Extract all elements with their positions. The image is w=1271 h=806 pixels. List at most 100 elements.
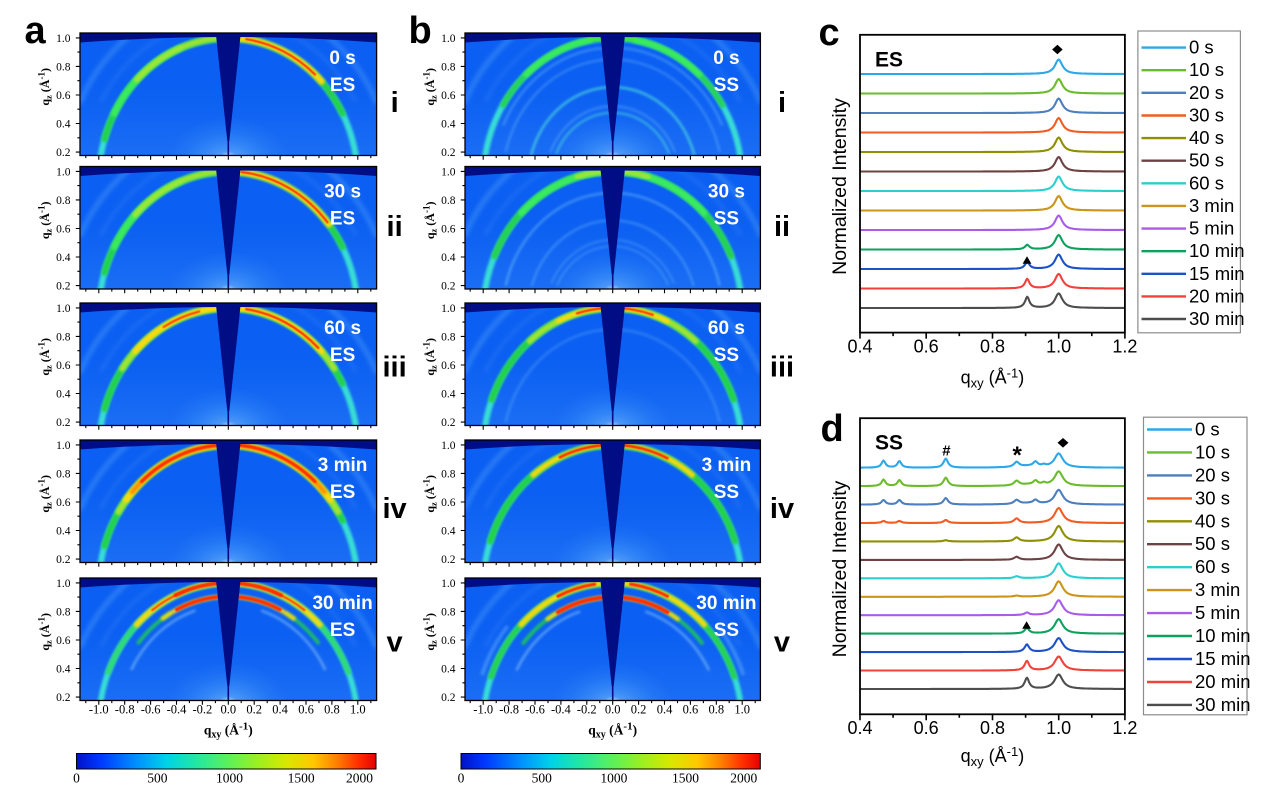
svg-text:0.4: 0.4 xyxy=(441,389,456,401)
svg-text:1.0: 1.0 xyxy=(56,166,71,178)
svg-text:SS: SS xyxy=(714,75,739,96)
svg-text:0.2: 0.2 xyxy=(441,281,456,293)
svg-text:iv: iv xyxy=(770,493,794,525)
svg-text:c: c xyxy=(819,12,840,54)
svg-text:0.0: 0.0 xyxy=(220,703,236,717)
svg-text:5 min: 5 min xyxy=(1189,218,1234,239)
svg-text:#: # xyxy=(942,443,951,460)
svg-text:ii: ii xyxy=(774,211,790,243)
svg-text:0.2: 0.2 xyxy=(246,703,262,717)
svg-text:0.8: 0.8 xyxy=(441,606,456,618)
svg-text:0.6: 0.6 xyxy=(683,703,699,717)
svg-text:0 s: 0 s xyxy=(713,48,739,69)
svg-text:ES: ES xyxy=(330,75,355,96)
svg-text:10 s: 10 s xyxy=(1189,59,1224,80)
svg-text:0.8: 0.8 xyxy=(441,61,456,73)
svg-text:0.6: 0.6 xyxy=(441,497,456,509)
svg-text:0.6: 0.6 xyxy=(56,497,71,509)
svg-text:40 s: 40 s xyxy=(1195,510,1230,531)
svg-text:b: b xyxy=(409,10,432,52)
svg-text:20 min: 20 min xyxy=(1189,285,1245,306)
svg-text:60 s: 60 s xyxy=(1195,556,1230,577)
svg-text:0.6: 0.6 xyxy=(56,360,71,372)
svg-text:50 s: 50 s xyxy=(1195,533,1230,554)
svg-text:SS: SS xyxy=(714,209,739,230)
svg-text:3 min: 3 min xyxy=(1195,579,1240,600)
svg-text:ES: ES xyxy=(330,482,355,503)
svg-text:30 s: 30 s xyxy=(708,182,745,203)
svg-text:iii: iii xyxy=(383,352,407,384)
svg-text:15 min: 15 min xyxy=(1195,648,1251,669)
svg-text:0.6: 0.6 xyxy=(441,360,456,372)
svg-text:0.4: 0.4 xyxy=(56,119,71,131)
svg-text:1.0: 1.0 xyxy=(1046,718,1071,738)
svg-text:-1.0: -1.0 xyxy=(89,703,109,717)
svg-text:30 min: 30 min xyxy=(1195,694,1251,715)
svg-text:ES: ES xyxy=(330,209,355,230)
svg-text:10 min: 10 min xyxy=(1189,240,1245,261)
svg-text:3 min: 3 min xyxy=(702,455,752,476)
svg-text:*: * xyxy=(1013,442,1023,469)
svg-text:0.2: 0.2 xyxy=(56,147,71,159)
svg-text:0.4: 0.4 xyxy=(441,526,456,538)
svg-text:-0.4: -0.4 xyxy=(551,703,572,717)
svg-text:1000: 1000 xyxy=(216,771,243,786)
svg-text:0.6: 0.6 xyxy=(298,703,314,717)
svg-text:20 s: 20 s xyxy=(1195,464,1230,485)
svg-text:500: 500 xyxy=(147,771,168,786)
svg-text:iii: iii xyxy=(770,352,794,384)
svg-text:60 s: 60 s xyxy=(324,318,361,339)
svg-text:0 s: 0 s xyxy=(329,48,355,69)
svg-text:1.0: 1.0 xyxy=(734,703,750,717)
svg-text:0.6: 0.6 xyxy=(441,635,456,647)
svg-text:0.2: 0.2 xyxy=(631,703,647,717)
svg-text:0.6: 0.6 xyxy=(441,224,456,236)
svg-text:0.2: 0.2 xyxy=(56,417,71,429)
svg-text:Normalized Intensity: Normalized Intensity xyxy=(829,480,851,657)
svg-text:1500: 1500 xyxy=(672,771,699,786)
svg-text:30 min: 30 min xyxy=(1189,308,1245,329)
svg-text:0.4: 0.4 xyxy=(441,252,456,264)
svg-text:0.8: 0.8 xyxy=(441,331,456,343)
svg-text:0.4: 0.4 xyxy=(56,664,71,676)
svg-text:0.8: 0.8 xyxy=(980,337,1005,357)
svg-text:0.0: 0.0 xyxy=(605,703,621,717)
svg-text:0.4: 0.4 xyxy=(847,718,872,738)
svg-text:1.0: 1.0 xyxy=(1046,337,1071,357)
svg-text:60 s: 60 s xyxy=(708,318,745,339)
svg-text:SS: SS xyxy=(714,345,739,366)
svg-text:1.0: 1.0 xyxy=(56,440,71,452)
svg-text:40 s: 40 s xyxy=(1189,127,1224,148)
svg-text:0.6: 0.6 xyxy=(914,718,939,738)
svg-text:1.0: 1.0 xyxy=(441,578,456,590)
svg-text:i: i xyxy=(391,87,399,119)
svg-text:1.2: 1.2 xyxy=(1112,337,1137,357)
svg-text:0.4: 0.4 xyxy=(56,526,71,538)
svg-text:30 min: 30 min xyxy=(696,593,756,614)
svg-text:10 min: 10 min xyxy=(1195,625,1251,646)
svg-text:20 min: 20 min xyxy=(1195,671,1251,692)
svg-text:-1.0: -1.0 xyxy=(473,703,493,717)
svg-text:30 s: 30 s xyxy=(324,182,361,203)
svg-text:60 s: 60 s xyxy=(1189,172,1224,193)
svg-text:0.6: 0.6 xyxy=(441,90,456,102)
svg-text:0.6: 0.6 xyxy=(56,90,71,102)
svg-text:0.4: 0.4 xyxy=(657,703,673,717)
svg-text:3 min: 3 min xyxy=(318,455,368,476)
svg-text:0 s: 0 s xyxy=(1195,419,1220,440)
svg-text:1.0: 1.0 xyxy=(350,703,366,717)
svg-text:-0.6: -0.6 xyxy=(525,703,545,717)
svg-text:30 s: 30 s xyxy=(1189,105,1224,126)
svg-text:0.2: 0.2 xyxy=(441,147,456,159)
svg-text:0.2: 0.2 xyxy=(56,692,71,704)
svg-text:-0.2: -0.2 xyxy=(577,703,597,717)
svg-text:1.0: 1.0 xyxy=(441,440,456,452)
svg-text:20 s: 20 s xyxy=(1189,82,1224,103)
svg-text:0: 0 xyxy=(458,771,465,786)
svg-text:-0.4: -0.4 xyxy=(167,703,188,717)
svg-text:0.6: 0.6 xyxy=(56,635,71,647)
svg-text:1.2: 1.2 xyxy=(1112,718,1137,738)
svg-text:0.8: 0.8 xyxy=(708,703,724,717)
svg-text:SS: SS xyxy=(875,432,903,455)
svg-text:0.2: 0.2 xyxy=(441,554,456,566)
